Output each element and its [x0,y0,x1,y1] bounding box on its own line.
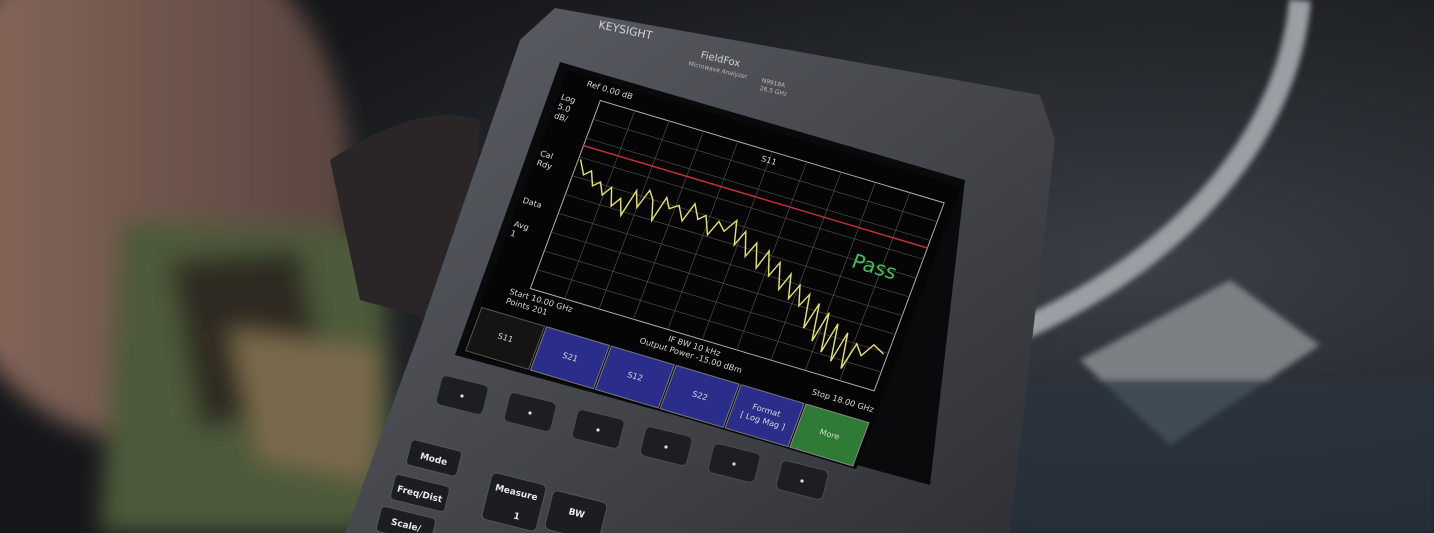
hardkey-dot [732,462,736,466]
softkey[interactable] [464,306,546,371]
screen: Ref 0.00 dB Log 5.0 dB/ Cal Rdy Data Avg… [462,70,962,470]
key[interactable] [481,472,547,532]
key[interactable] [390,473,451,513]
grid-line [593,119,938,222]
hardkey-dot [800,479,804,483]
softkey[interactable] [724,384,805,448]
softkeys: S11 S21 S12 S22 Format [ Log Mag ] More [464,306,870,467]
trace-title: S11 [760,153,778,167]
hardkeys [435,375,829,500]
key-label: BW [567,507,585,521]
limit-line [583,144,928,249]
key-label: 1 [512,511,520,522]
grid-line [586,137,931,241]
status: Cal [539,148,555,161]
grid-line [579,156,924,260]
key[interactable] [405,439,463,477]
key[interactable] [544,490,608,533]
softkey[interactable] [789,403,870,467]
grid-line [572,175,917,279]
scale: dB/ [553,110,570,123]
scale: 5.0 [556,101,572,114]
softkey[interactable] [594,345,676,409]
hardkey-dot [528,411,532,415]
grid-line [551,231,896,335]
background-objects [1000,0,1434,533]
softkey-label: S11 [496,331,514,345]
grid-line [558,213,903,316]
softkey[interactable] [529,326,611,390]
key[interactable] [376,505,437,533]
softkey-label: S22 [691,389,709,403]
softkey[interactable] [659,364,740,428]
hardkey-dot [596,428,600,432]
softkey-label: S12 [626,369,644,383]
status: 1 [509,228,517,239]
grid [529,99,945,392]
status: Avg [513,219,531,233]
status: Rdy [535,157,554,171]
trace [579,159,885,369]
grid-line [537,269,882,373]
hardkey-dot [460,394,464,398]
scale: Log [560,92,577,105]
keypad: Mode Freq/Dist Measure 1 BW Scale/ [376,439,608,533]
arm [0,0,400,533]
softkey-label: S21 [561,350,579,364]
hardkey-dot [664,445,668,449]
